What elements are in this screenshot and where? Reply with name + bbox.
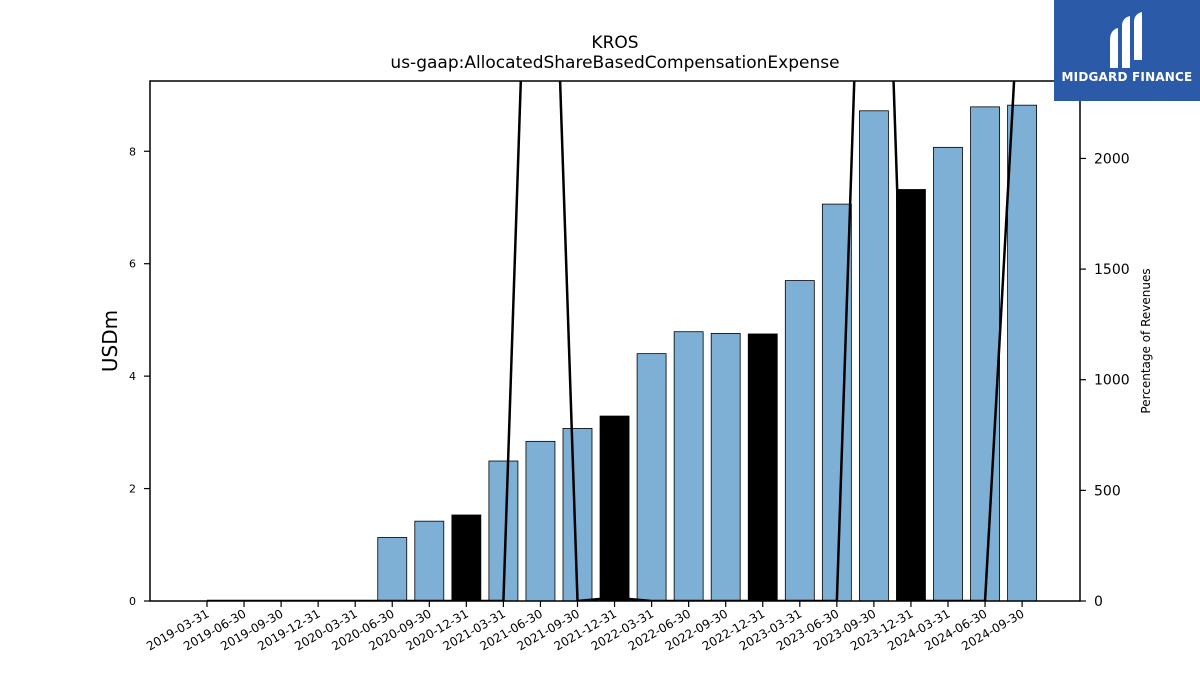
y-axis-left: 0 2 4 6 8 xyxy=(129,145,150,608)
bar-2022-03-31 xyxy=(636,353,667,602)
bar-2022-09-30 xyxy=(710,333,741,602)
bar-2023-12-31 xyxy=(896,189,926,602)
y-right-tick-label: 1500 xyxy=(1094,262,1130,278)
bar-2021-06-30 xyxy=(525,440,556,602)
bars-group xyxy=(377,104,1037,602)
brand-logo: MIDGARD FINANCE xyxy=(1054,0,1200,101)
y-right-tick-label: 0 xyxy=(1094,594,1103,610)
bar-2024-06-30 xyxy=(970,106,1000,602)
bar-2021-12-31 xyxy=(599,415,630,602)
series-line xyxy=(207,81,1016,601)
chart-subtitle: us-gaap:AllocatedShareBasedCompensationE… xyxy=(390,53,839,73)
y-tick-label: 4 xyxy=(129,370,136,383)
logo-icon xyxy=(1110,12,1142,68)
chart-title: KROS xyxy=(591,33,638,53)
bar-2024-09-30 xyxy=(1007,104,1037,602)
line-group xyxy=(207,81,1016,601)
bar-2023-03-31 xyxy=(784,280,815,602)
y-right-tick-label: 1000 xyxy=(1094,373,1130,389)
x-axis: 2019-03-312019-06-302019-09-302019-12-31… xyxy=(144,601,1027,653)
y-right-tick-label: 2000 xyxy=(1094,151,1130,167)
bar-2023-06-30 xyxy=(821,203,852,602)
y-right-tick-label: 500 xyxy=(1094,483,1121,499)
bar-2022-06-30 xyxy=(673,331,704,602)
bar-2023-09-30 xyxy=(859,110,889,602)
y-tick-label: 6 xyxy=(129,258,136,271)
bar-2024-03-31 xyxy=(933,146,963,602)
logo-text: MIDGARD FINANCE xyxy=(1061,70,1193,84)
y-axis-label: USDm xyxy=(98,310,122,372)
y-tick-label: 0 xyxy=(129,595,136,608)
bar-2020-06-30 xyxy=(377,537,408,602)
y-tick-label: 8 xyxy=(129,145,136,158)
y-tick-label: 2 xyxy=(129,483,136,496)
bar-2022-12-31 xyxy=(747,333,778,602)
y-axis-right-label: Percentage of Revenues xyxy=(1139,268,1153,413)
bar-2020-09-30 xyxy=(414,520,445,602)
y-axis-right: 0 500 1000 1500 2000 xyxy=(1080,151,1130,610)
bar-2020-12-31 xyxy=(451,514,482,602)
